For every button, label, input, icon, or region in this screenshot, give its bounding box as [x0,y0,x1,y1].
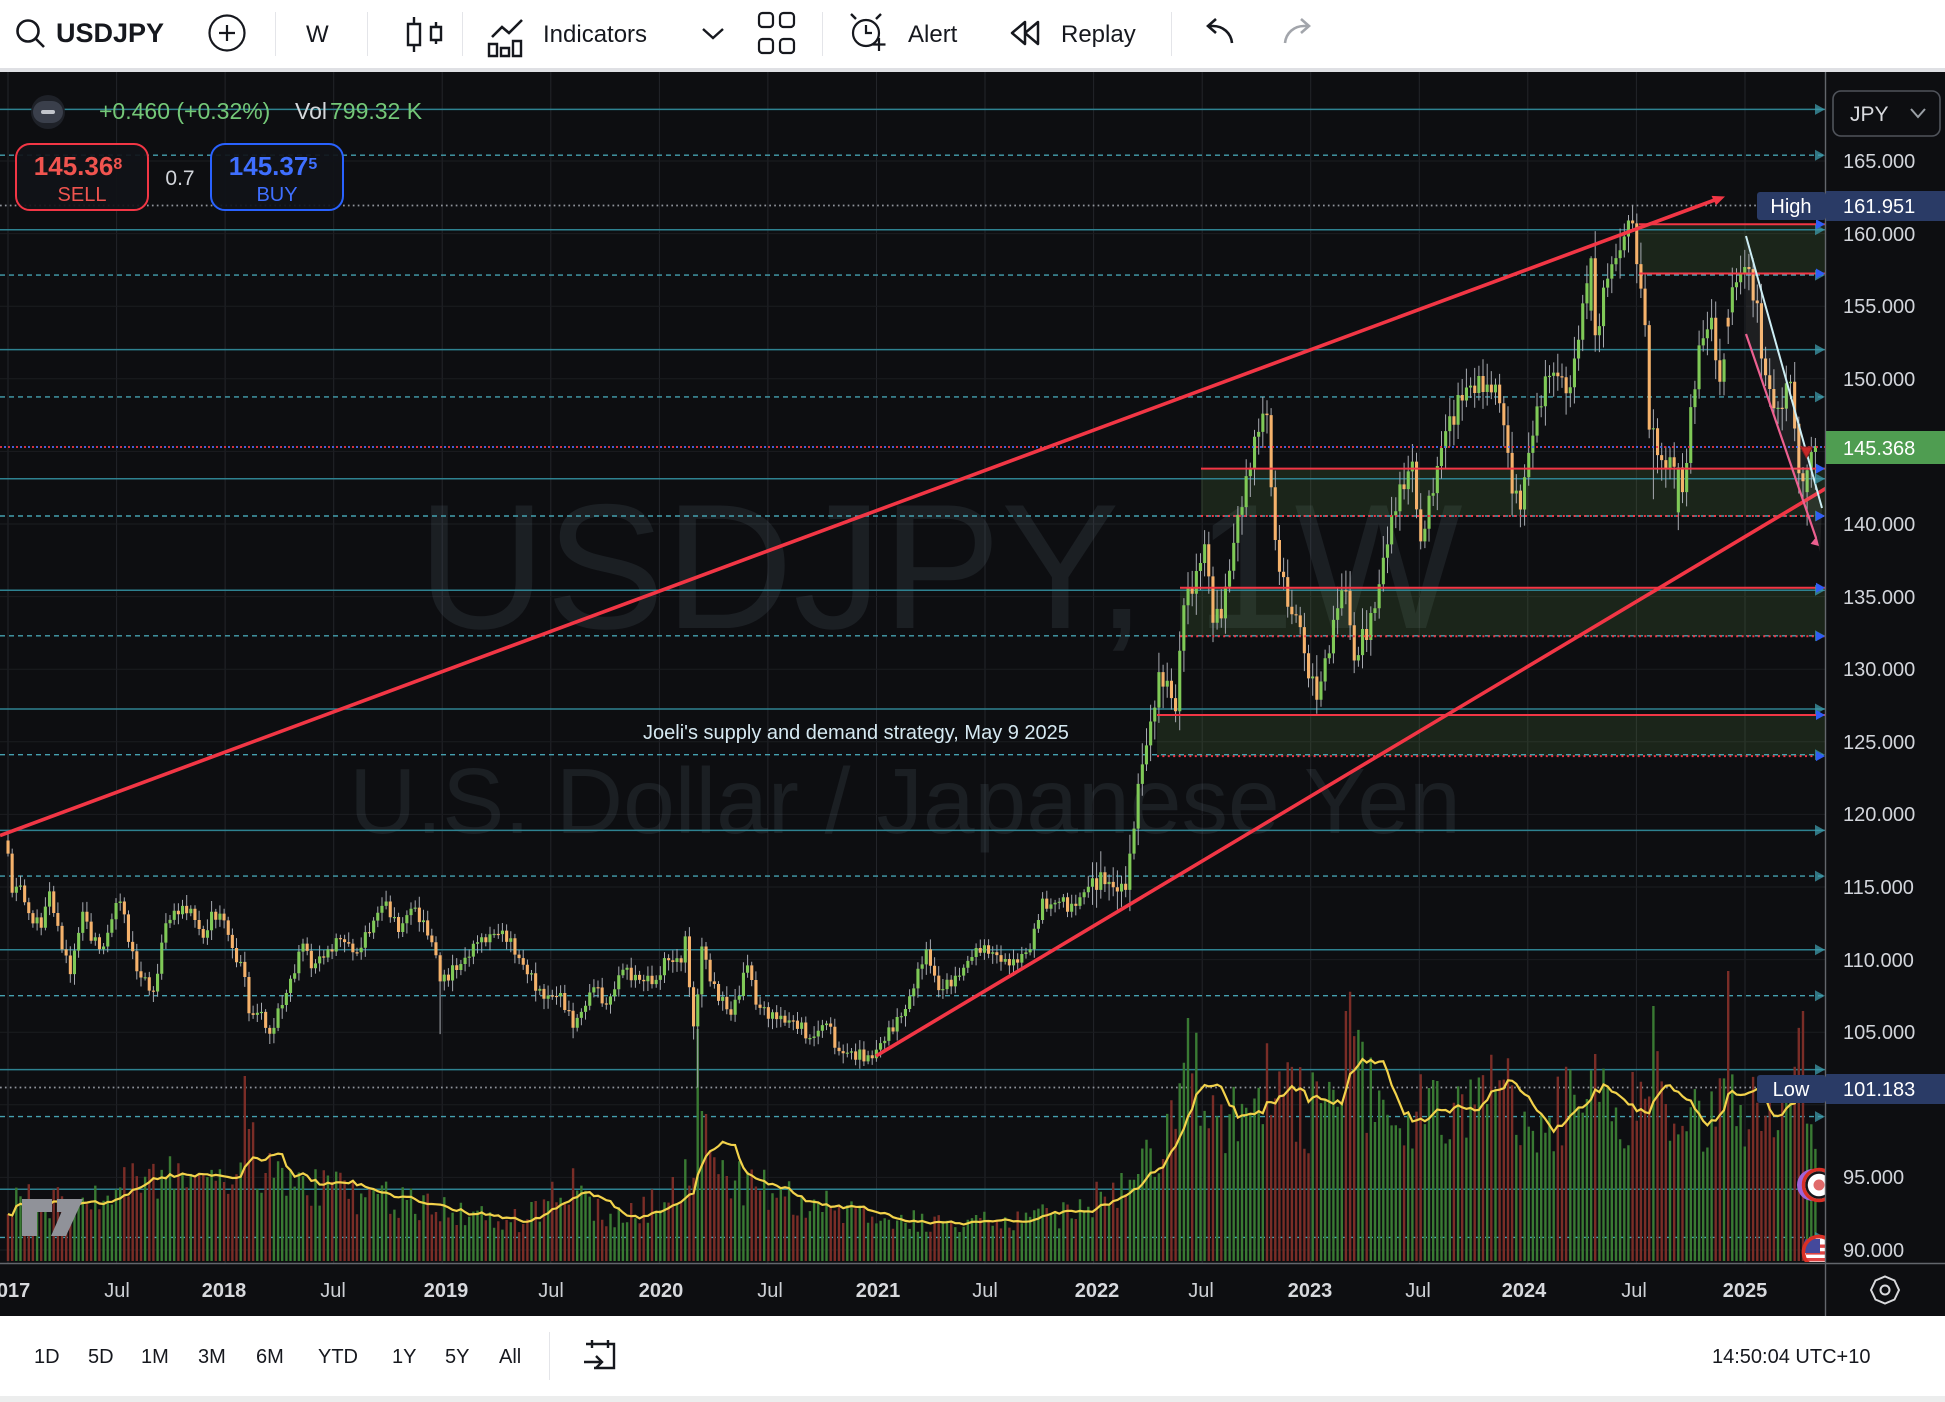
svg-text:130.000: 130.000 [1843,659,1915,681]
svg-text:160.000: 160.000 [1843,224,1915,246]
svg-text:Vol: Vol [295,98,327,124]
svg-text:Jul: Jul [320,1280,346,1302]
svg-text:Alert: Alert [908,21,958,48]
svg-text:High: High [1770,196,1811,218]
svg-text:90.000: 90.000 [1843,1240,1904,1262]
svg-text:2025: 2025 [1723,1280,1768,1302]
svg-text:Jul: Jul [538,1280,564,1302]
svg-text:2021: 2021 [856,1280,901,1302]
svg-text:145.368: 145.368 [1843,438,1915,460]
svg-text:Jul: Jul [1188,1280,1214,1302]
svg-text:2023: 2023 [1288,1280,1333,1302]
svg-text:Jul: Jul [104,1280,130,1302]
svg-text:Jul: Jul [1621,1280,1647,1302]
svg-text:2022: 2022 [1075,1280,1120,1302]
svg-text:2018: 2018 [202,1280,247,1302]
svg-text:2020: 2020 [639,1280,684,1302]
svg-text:Indicators: Indicators [543,21,647,48]
svg-text:155.000: 155.000 [1843,296,1915,318]
svg-text:0.7: 0.7 [165,167,194,190]
svg-text:BUY: BUY [256,184,297,206]
svg-text:105.000: 105.000 [1843,1022,1915,1044]
svg-text:Replay: Replay [1061,21,1136,48]
svg-text:145.368: 145.368 [34,151,123,181]
svg-text:140.000: 140.000 [1843,514,1915,536]
svg-text:2019: 2019 [424,1280,469,1302]
svg-text:SELL: SELL [58,184,107,206]
svg-text:161.951: 161.951 [1843,196,1915,218]
svg-text:115.000: 115.000 [1843,877,1914,899]
svg-text:U.S. Dollar / Japanese Yen: U.S. Dollar / Japanese Yen [349,749,1461,853]
svg-text:110.000: 110.000 [1843,950,1914,972]
svg-text:JPY: JPY [1850,103,1889,126]
svg-text:101.183: 101.183 [1843,1079,1915,1101]
svg-text:Jul: Jul [972,1280,998,1302]
svg-text:+0.460 (+0.32%): +0.460 (+0.32%) [99,98,270,124]
svg-text:2017: 2017 [0,1280,30,1302]
svg-text:Jul: Jul [1405,1280,1431,1302]
svg-text:135.000: 135.000 [1843,587,1915,609]
svg-text:W: W [306,21,329,48]
svg-text:150.000: 150.000 [1843,369,1915,391]
svg-text:125.000: 125.000 [1843,732,1915,754]
svg-text:145.375: 145.375 [229,151,318,181]
svg-text:Low: Low [1773,1079,1810,1101]
svg-text:USDJPY, 1W: USDJPY, 1W [417,467,1462,666]
svg-text:Jul: Jul [757,1280,783,1302]
svg-text:799.32 K: 799.32 K [330,98,423,124]
svg-text:165.000: 165.000 [1843,151,1915,173]
svg-text:120.000: 120.000 [1843,804,1915,826]
svg-text:2024: 2024 [1502,1280,1547,1302]
svg-text:95.000: 95.000 [1843,1167,1904,1189]
svg-text:USDJPY: USDJPY [56,18,164,48]
svg-text:Joeli's supply and demand stra: Joeli's supply and demand strategy, May … [643,722,1069,744]
